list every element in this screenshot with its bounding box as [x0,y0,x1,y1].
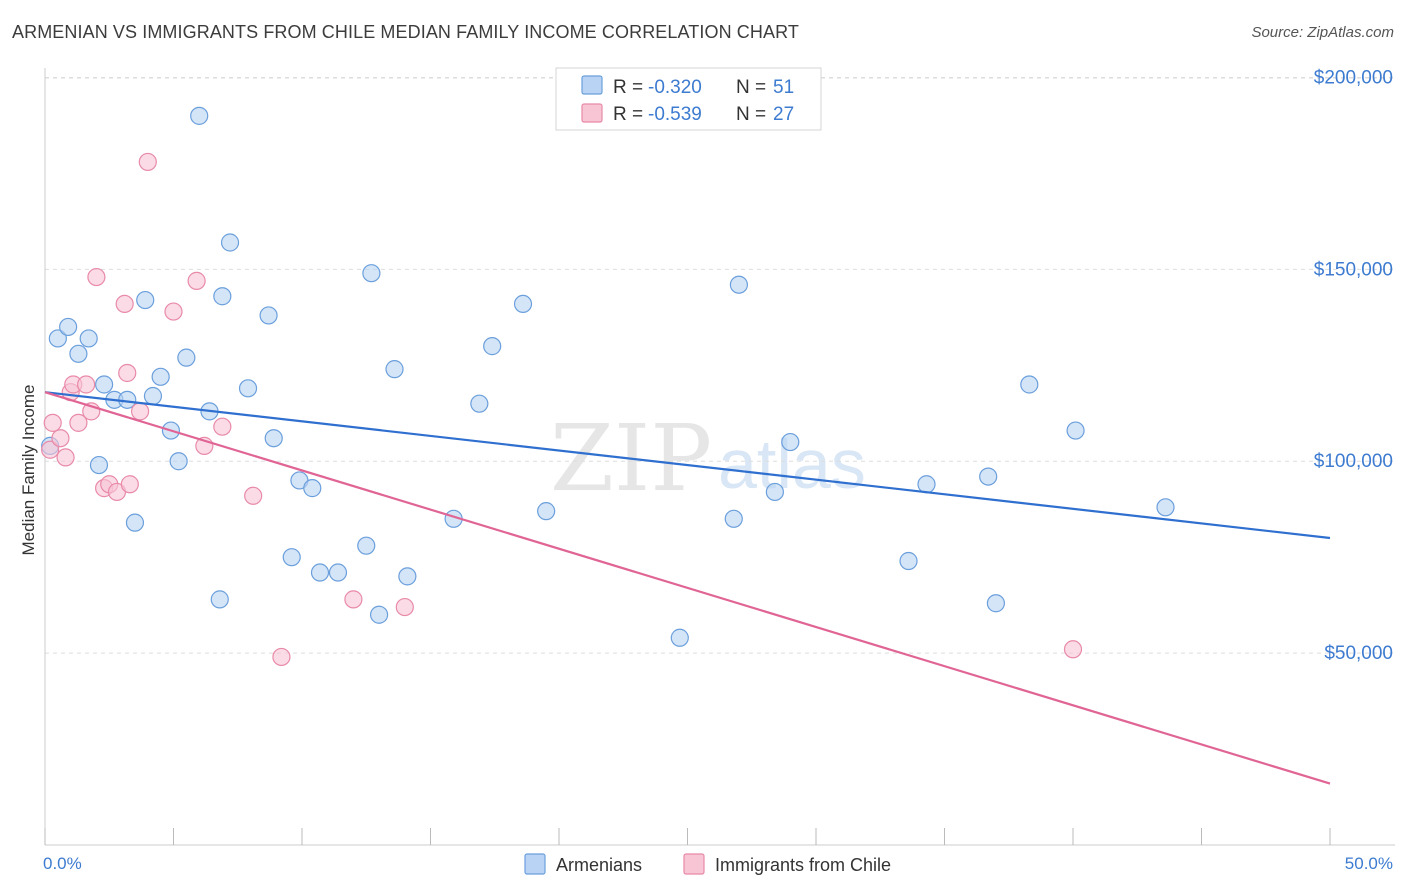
armenians-point-29 [357,536,376,555]
armenians-point-32 [385,360,404,379]
armenians-point-48 [1020,375,1039,394]
armenians-point-43 [781,432,800,452]
x-tick-label-min: 0.0% [43,854,82,873]
trend-line-armenians [44,391,1331,540]
chile-point-6 [69,413,88,432]
legend-swatch-chile [581,103,603,123]
armenians-point-5 [89,455,109,475]
armenians-point-35 [470,394,489,413]
armenians-point-23 [264,429,283,448]
armenians-point-20 [220,233,240,252]
legend-r-label-1: R = [613,77,643,98]
legend-n-label-2: N = [736,104,766,125]
chile-point-19 [187,271,206,290]
bottom-legend-swatch-armenians [524,853,546,875]
armenians-point-24 [282,548,301,567]
chile-point-9 [87,267,106,287]
armenians-point-50 [1156,498,1175,517]
armenians-point-28 [328,563,348,582]
chile-point-1 [43,413,62,432]
legend-n-label-1: N = [736,77,766,98]
armenians-point-4 [79,329,98,348]
series-armenians-points [41,106,1175,647]
armenians-point-26 [303,479,322,498]
armenians-point-33 [398,567,417,586]
chile-point-3 [56,448,75,467]
chile-point-14 [118,363,137,383]
armenians-point-44 [899,551,918,571]
y-tick-labels: $50,000 $100,000 $150,000 $200,000 [1314,67,1393,664]
y-tick-label-100000: $100,000 [1314,451,1393,472]
chile-point-7 [77,375,96,394]
chile-point-2 [51,429,70,448]
legend-box: R = -0.320 N = 51 R = -0.539 N = 27 [555,67,822,131]
chart-title: ARMENIAN VS IMMIGRANTS FROM CHILE MEDIAN… [12,22,799,42]
trend-lines [44,391,1331,785]
bottom-legend-swatch-chile [683,853,705,875]
armenians-point-39 [670,628,689,647]
armenians-point-12 [151,367,170,386]
armenians-point-10 [136,290,155,310]
armenians-point-41 [729,275,749,294]
trend-line-chile [44,391,1331,785]
chile-point-17 [138,152,157,172]
chile-point-25 [395,597,414,617]
armenians-point-27 [310,563,330,582]
grid-lines [45,76,1395,654]
armenians-point-30 [362,264,381,283]
legend-swatch-armenians [581,75,603,95]
y-tick-label-200000: $200,000 [1314,67,1393,88]
legend-r-label-2: R = [613,104,643,125]
armenians-point-38 [537,502,556,521]
armenians-point-45 [917,475,936,494]
armenians-point-18 [210,590,229,609]
armenians-point-31 [370,605,389,624]
armenians-point-2 [59,317,78,337]
chile-point-26 [1063,640,1083,659]
armenians-point-3 [69,344,88,363]
armenians-point-19 [213,287,232,306]
armenians-point-1 [48,329,67,348]
armenians-point-14 [169,452,188,471]
armenians-point-15 [177,348,196,367]
chile-point-0 [41,440,60,459]
chile-point-15 [120,475,139,494]
legend-r-value-2: -0.539 [648,104,702,125]
chile-point-24 [344,590,363,609]
armenians-point-21 [238,379,258,398]
armenians-point-16 [190,106,209,125]
x-tick-label-max: 50.0% [1345,854,1393,873]
armenians-point-22 [259,306,278,325]
bottom-legend-chile: Immigrants from Chile [715,855,891,875]
x-tick-marks [44,828,1331,845]
chile-point-16 [130,402,150,421]
armenians-point-40 [724,509,743,528]
armenians-point-42 [765,482,784,502]
armenians-point-46 [979,467,998,486]
bottom-legend-armenians: Armenians [556,855,642,875]
chile-point-23 [272,647,291,667]
armenians-point-47 [986,594,1006,613]
legend-n-value-2: 27 [773,104,794,125]
armenians-point-49 [1066,421,1085,440]
y-tick-label-150000: $150,000 [1314,259,1393,280]
chile-point-18 [164,302,183,321]
chart-source: Source: ZipAtlas.com [1251,24,1394,41]
chile-point-13 [115,294,134,314]
chile-point-22 [244,486,263,505]
armenians-point-11 [143,386,163,406]
bottom-legend: Armenians Immigrants from Chile [524,853,891,875]
chile-point-21 [213,417,232,436]
armenians-point-9 [125,513,145,532]
legend-r-value-1: -0.320 [648,77,702,98]
armenians-point-36 [483,337,502,356]
y-tick-label-50000: $50,000 [1324,643,1393,664]
y-axis-label: Median Family Income [19,384,38,555]
armenians-point-37 [513,294,533,314]
legend-n-value-1: 51 [773,77,794,98]
armenians-point-6 [95,375,114,394]
